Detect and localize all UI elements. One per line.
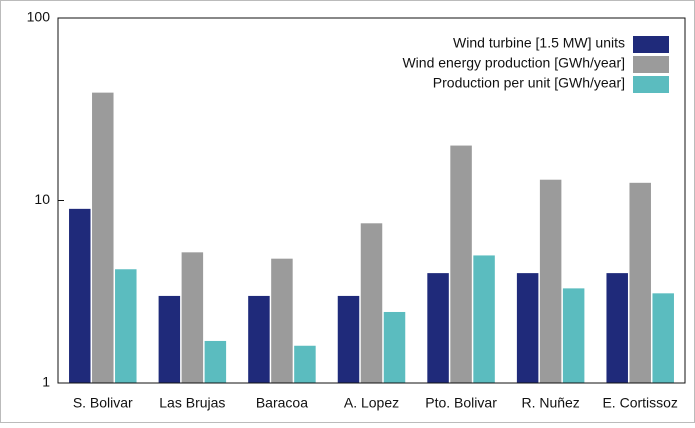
bar bbox=[383, 311, 406, 383]
x-tick-label: R. Nuñez bbox=[521, 395, 579, 411]
bar bbox=[652, 293, 674, 383]
legend-label: Wind turbine [1.5 MW] units bbox=[453, 35, 625, 51]
x-tick-label: E. Cortissoz bbox=[602, 395, 677, 411]
y-tick-label: 10 bbox=[34, 191, 50, 207]
legend-swatch bbox=[633, 36, 669, 53]
bar bbox=[473, 255, 495, 383]
x-tick-label: S. Bolivar bbox=[73, 395, 133, 411]
x-tick-label: A. Lopez bbox=[344, 395, 399, 411]
legend-label: Wind energy production [GWh/year] bbox=[402, 55, 625, 71]
bar bbox=[248, 295, 270, 383]
legend-swatch bbox=[633, 56, 669, 73]
plot-frame bbox=[57, 17, 686, 384]
bar bbox=[158, 295, 181, 383]
bar bbox=[181, 252, 204, 383]
bar bbox=[539, 179, 562, 383]
bar bbox=[92, 92, 114, 383]
y-tick-label: 100 bbox=[27, 9, 51, 25]
bar bbox=[562, 288, 585, 383]
x-tick-label: Las Brujas bbox=[159, 395, 225, 411]
bar bbox=[516, 273, 539, 383]
x-tick-label: Pto. Bolivar bbox=[425, 395, 497, 411]
bar bbox=[271, 258, 293, 383]
bar bbox=[115, 269, 137, 383]
bar bbox=[204, 340, 227, 383]
bar bbox=[294, 345, 316, 383]
bar bbox=[629, 182, 651, 383]
bar bbox=[450, 145, 472, 383]
bar bbox=[69, 208, 91, 383]
bar bbox=[360, 223, 383, 383]
bar bbox=[337, 295, 360, 383]
bar bbox=[427, 273, 449, 383]
legend-swatch bbox=[633, 76, 669, 93]
y-tick-label: 1 bbox=[42, 374, 50, 390]
legend-label: Production per unit [GWh/year] bbox=[433, 75, 625, 91]
bar bbox=[606, 273, 628, 383]
x-tick-label: Baracoa bbox=[256, 395, 308, 411]
